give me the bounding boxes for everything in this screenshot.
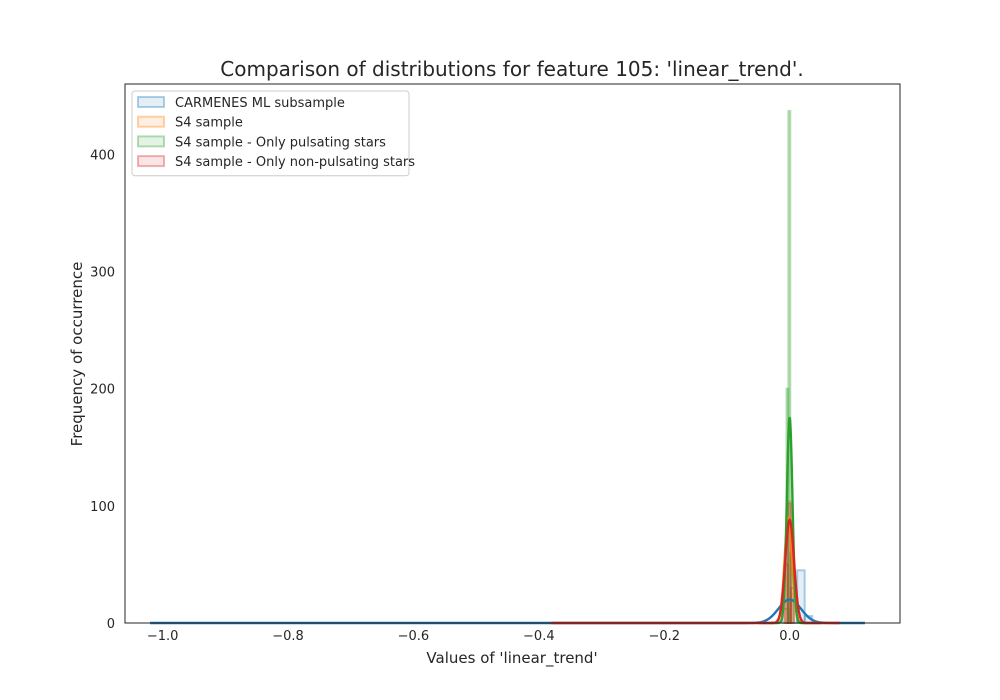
x-tick-label: 0.0 (779, 629, 800, 644)
legend-item: CARMENES ML subsample (137, 96, 345, 111)
legend-box (131, 90, 410, 177)
legend-swatch (137, 135, 165, 148)
legend-item: S4 sample - Only pulsating stars (137, 135, 386, 150)
plot-area: −1.0 −0.8 −0.6 −0.4 −0.2 0.0 0 100 200 300 400 (90, 83, 901, 644)
series-carmenes-ml-subsample-kde-line (150, 598, 865, 625)
legend-label: S4 sample (175, 116, 243, 131)
legend: CARMENES ML subsample S4 sample S4 sample … (131, 90, 415, 177)
legend-item: S4 sample - Only non-pulsating stars (137, 155, 415, 170)
x-tick-label: −1.0 (147, 629, 179, 644)
y-tick-label: 400 (90, 148, 115, 163)
x-axis-label: Values of 'linear_trend' (426, 649, 597, 668)
legend-label: S4 sample - Only pulsating stars (175, 135, 386, 150)
histogram-bar (796, 569, 806, 624)
y-tick-label: 200 (90, 383, 115, 398)
y-tick-label: 100 (90, 500, 115, 515)
x-tick-label: −0.8 (272, 629, 304, 644)
legend-swatch (137, 155, 165, 168)
x-tick-label: −0.6 (398, 629, 430, 644)
legend-swatch (137, 96, 165, 108)
x-tick-label: −0.2 (648, 629, 680, 644)
chart-title: Comparison of distributions for feature … (220, 57, 803, 81)
legend-label: S4 sample - Only non-pulsating stars (175, 155, 415, 170)
x-tick-label: −0.4 (523, 629, 555, 644)
legend-swatch (137, 115, 165, 128)
y-tick-label: 300 (90, 265, 115, 280)
legend-item: S4 sample (137, 115, 243, 131)
y-axis-label: Frequency of occurrence (68, 262, 86, 447)
y-tick-label: 0 (107, 617, 115, 632)
legend-label: CARMENES ML subsample (175, 96, 345, 111)
axes-frame (124, 83, 901, 624)
